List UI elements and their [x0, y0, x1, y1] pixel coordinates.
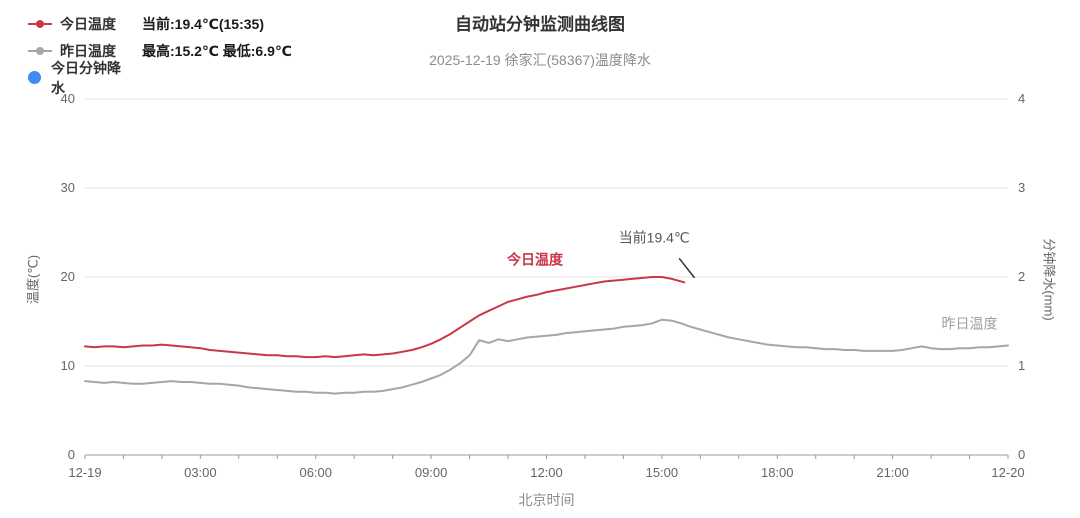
left-tick-label: 10	[61, 358, 75, 373]
right-tick-label: 3	[1018, 180, 1025, 195]
x-tick-label: 12:00	[530, 465, 563, 480]
legend-item-today-temp[interactable]: 今日温度 当前:19.4℃(15:35)	[28, 14, 292, 33]
legend-label: 今日温度	[60, 15, 116, 32]
today-temp-line-icon	[28, 19, 52, 28]
legend-item-minute-precip[interactable]: 今日分钟降水	[28, 60, 292, 96]
legend: 今日温度 当前:19.4℃(15:35) 昨日温度 最高:15.2℃ 最低:6.…	[28, 14, 292, 96]
right-tick-label: 2	[1018, 269, 1025, 284]
precip-circle-icon	[28, 71, 41, 84]
x-tick-label: 09:00	[415, 465, 448, 480]
series-today-line	[84, 276, 686, 359]
legend-label: 昨日温度	[60, 42, 116, 59]
legend-current-value: 当前:19.4℃(15:35)	[142, 15, 264, 32]
x-tick-label: 21:00	[876, 465, 909, 480]
x-axis-title: 北京时间	[518, 492, 575, 508]
legend-maxmin-value: 最高:15.2℃ 最低:6.9℃	[142, 42, 292, 59]
left-tick-label: 20	[61, 269, 75, 284]
x-tick-label: 12-19	[68, 465, 101, 480]
yesterday-temp-line-icon	[28, 46, 52, 55]
current-value-pointer	[678, 257, 696, 279]
right-axis-title: 分钟降水(mm)	[1041, 238, 1057, 321]
left-tick-label: 0	[68, 447, 75, 462]
series-yesterday-line	[84, 318, 1009, 395]
left-tick-label: 30	[61, 180, 75, 195]
page-subtitle: 2025-12-19 徐家汇(58367)温度降水	[429, 52, 651, 68]
left-axis-title: 温度(℃)	[25, 254, 41, 305]
x-tick-label: 12-20	[991, 465, 1024, 480]
right-tick-label: 0	[1018, 447, 1025, 462]
annotation-label: 昨日温度	[942, 316, 998, 332]
legend-label: 今日分钟降水	[51, 59, 121, 96]
annotation-label: 今日温度	[506, 252, 564, 268]
left-tick-label: 40	[61, 91, 75, 106]
x-tick-label: 06:00	[299, 465, 332, 480]
annotation-label: 当前19.4℃	[619, 229, 690, 245]
x-tick-label: 18:00	[761, 465, 794, 480]
x-tick-label: 15:00	[646, 465, 679, 480]
right-tick-label: 4	[1018, 91, 1025, 106]
x-tick-label: 03:00	[184, 465, 217, 480]
page-title: 自动站分钟监测曲线图	[455, 15, 625, 34]
legend-item-yesterday-temp[interactable]: 昨日温度 最高:15.2℃ 最低:6.9℃	[28, 41, 292, 60]
right-tick-label: 1	[1018, 358, 1025, 373]
